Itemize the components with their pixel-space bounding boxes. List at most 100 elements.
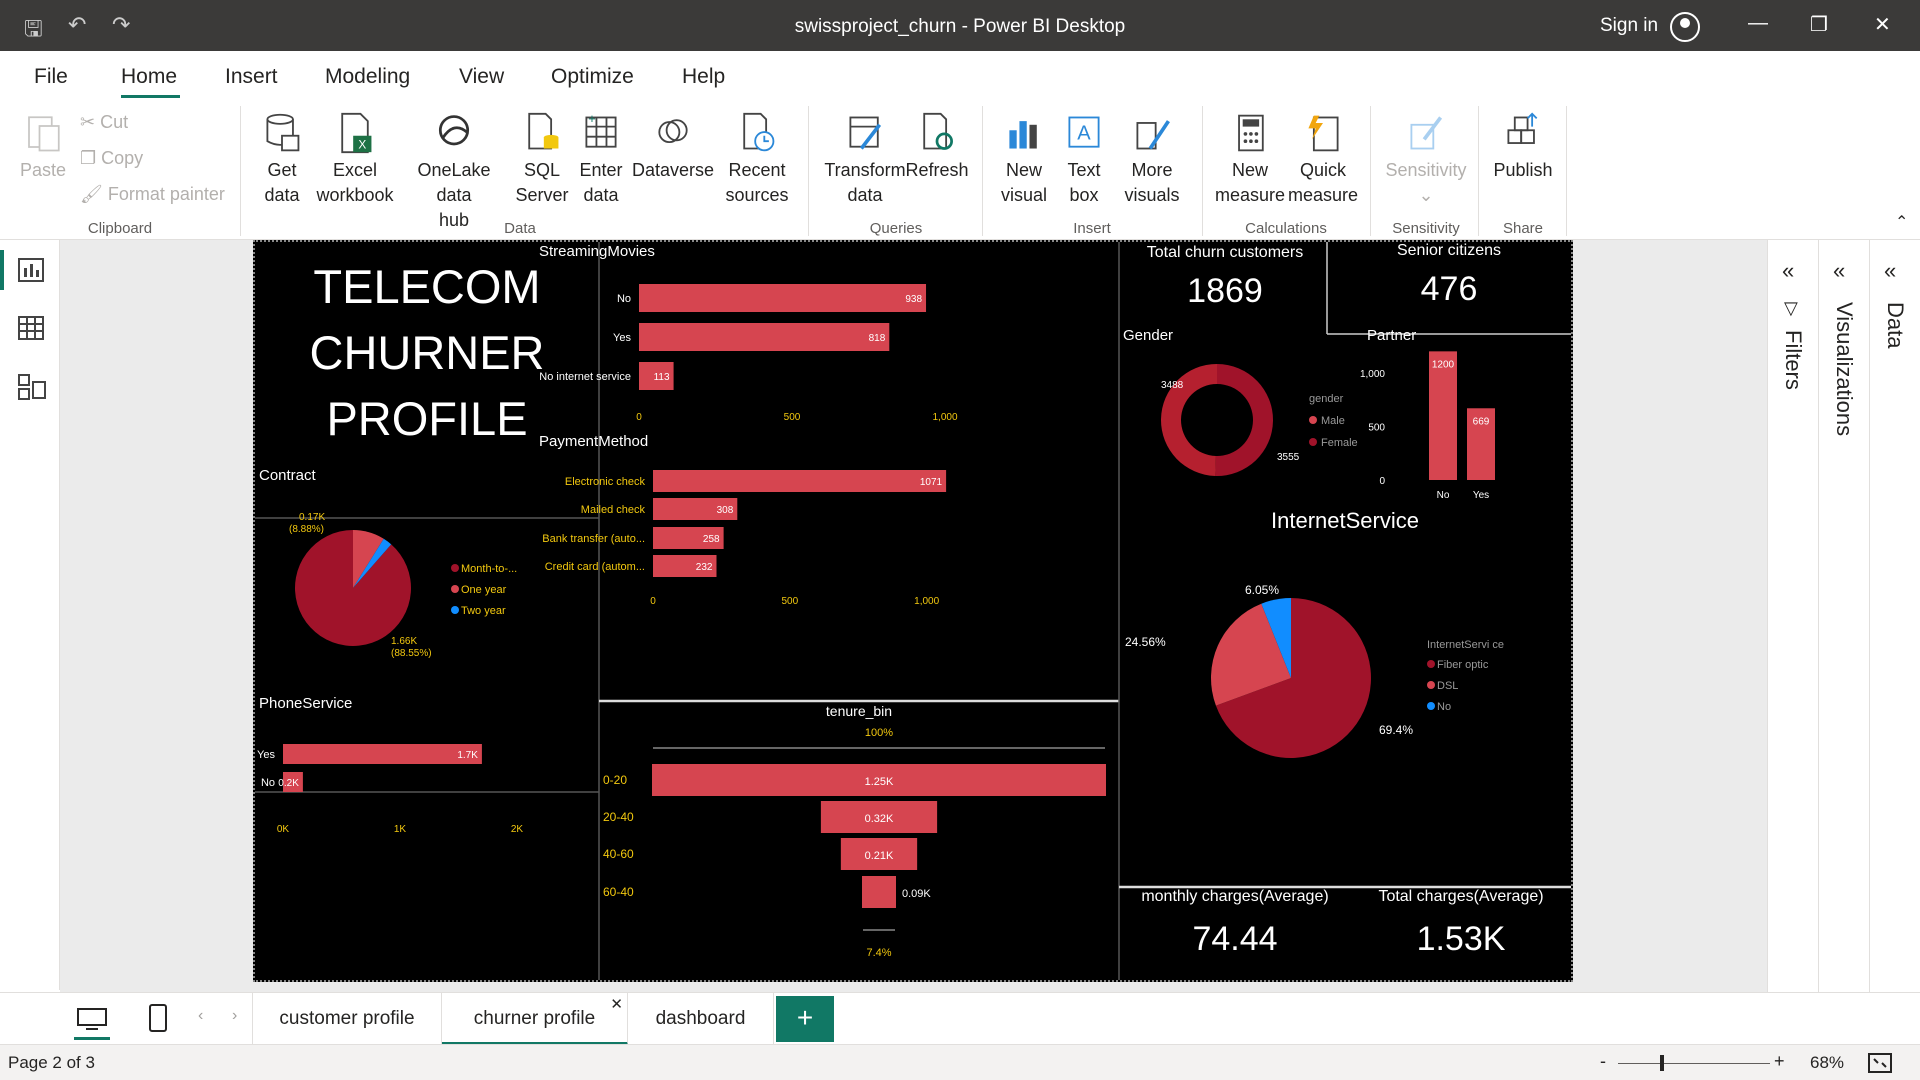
cut-button[interactable]: ✂ Cut <box>80 112 128 133</box>
active-menu-indicator <box>121 95 180 98</box>
recent-sources-button[interactable]: Recent sources <box>720 112 794 208</box>
filters-pane[interactable]: « ▽ Filters <box>1767 240 1818 992</box>
undo-icon[interactable]: ↶ <box>68 12 87 37</box>
redo-icon[interactable]: ↷ <box>112 12 131 37</box>
tick-label: 2K <box>511 824 524 835</box>
menu-modeling[interactable]: Modeling <box>325 65 411 88</box>
kpi-total-churn[interactable]: Total churn customers 1869 <box>1123 244 1327 311</box>
quick-measure-button[interactable]: Quick measure <box>1288 112 1358 208</box>
menu-help[interactable]: Help <box>682 65 726 88</box>
collapse-filters-icon[interactable]: « <box>1782 258 1795 283</box>
table-view-icon[interactable] <box>18 316 44 340</box>
brush-icon: 🖌 <box>80 184 103 204</box>
data-label: 0.21K <box>865 850 894 862</box>
avatar-icon[interactable] <box>1670 12 1700 42</box>
add-page-button[interactable]: + <box>776 996 834 1042</box>
prev-page-icon[interactable]: ‹ <box>198 1007 204 1024</box>
format-painter-button[interactable]: 🖌 Format painter <box>80 184 225 205</box>
more-visuals-label: More visuals <box>1124 160 1180 205</box>
legend-marker <box>1427 660 1435 668</box>
data-pane[interactable]: « Data <box>1869 240 1920 992</box>
copy-button[interactable]: ❐ Copy <box>80 148 143 169</box>
data-label: 1.7K <box>457 750 478 761</box>
tick-label: 0 <box>1379 476 1385 487</box>
menu-view[interactable]: View <box>459 65 505 88</box>
zoom-level: 68% <box>1810 1053 1845 1072</box>
bar <box>283 744 482 764</box>
model-view-icon[interactable] <box>18 374 46 400</box>
zoom-out-icon[interactable]: - <box>1600 1051 1606 1071</box>
right-panes: « ▽ Filters « Visualizations « Data <box>1767 240 1920 992</box>
category-label: Yes <box>1473 490 1489 501</box>
bar <box>283 772 303 792</box>
tab-dashboard[interactable]: dashboard <box>628 993 774 1045</box>
cut-label: Cut <box>100 112 129 132</box>
category-label: Electronic check <box>565 476 646 488</box>
data-label: 0.32K <box>865 813 894 825</box>
data-label: 818 <box>869 333 886 344</box>
title-line: CHURNER <box>309 326 545 379</box>
new-visual-button[interactable]: New visual <box>992 112 1056 208</box>
dataverse-button[interactable]: Dataverse <box>628 112 718 183</box>
sign-in-link[interactable]: Sign in <box>1600 15 1659 36</box>
menu-file[interactable]: File <box>34 65 68 88</box>
more-visuals-button[interactable]: More visuals <box>1116 112 1188 208</box>
save-icon[interactable]: 🖫 <box>24 16 43 41</box>
zoom-slider[interactable] <box>1618 1063 1770 1064</box>
menu-optimize[interactable]: Optimize <box>551 65 634 88</box>
menu-home[interactable]: Home <box>121 65 178 88</box>
new-visual-label: New visual <box>1000 160 1048 205</box>
publish-button[interactable]: Publish <box>1488 112 1558 183</box>
desktop-layout-icon[interactable] <box>76 1007 108 1031</box>
transform-data-button[interactable]: Transform data <box>820 112 910 208</box>
new-measure-button[interactable]: New measure <box>1212 112 1288 208</box>
more-visuals-icon <box>1136 120 1170 150</box>
next-page-icon[interactable]: › <box>232 1007 238 1024</box>
zoom-in-icon[interactable]: + <box>1774 1051 1785 1071</box>
database-icon <box>266 113 300 152</box>
legend-label: Female <box>1321 437 1358 449</box>
visualizations-pane[interactable]: « Visualizations <box>1818 240 1869 992</box>
group-share: Share <box>1502 220 1544 237</box>
refresh-button[interactable]: Refresh <box>904 112 970 183</box>
title-line: PROFILE <box>326 392 528 445</box>
enter-data-button[interactable]: + Enter data <box>574 112 628 208</box>
chart-title: InternetService <box>1271 508 1419 533</box>
collapse-ribbon-icon[interactable]: ⌃ <box>1895 214 1909 231</box>
tab-churner-profile[interactable]: churner profile ✕ <box>442 993 628 1045</box>
paste-icon <box>28 116 60 152</box>
text-box-button[interactable]: A Text box <box>1058 112 1110 208</box>
chart-layer: StreamingMovies No 938 Yes 818 No internet se… <box>257 243 1504 959</box>
tab-customer-profile[interactable]: customer profile <box>252 993 442 1045</box>
get-data-label: Get data <box>264 160 300 205</box>
data-label: 3555 <box>1277 452 1300 463</box>
sql-server-button[interactable]: SQL Server <box>510 112 574 208</box>
close-icon[interactable]: ✕ <box>1874 14 1891 36</box>
close-tab-icon[interactable]: ✕ <box>610 996 623 1013</box>
category-label: No <box>617 293 631 305</box>
onelake-button[interactable]: OneLake data hub <box>398 112 510 233</box>
get-data-button[interactable]: Get data <box>252 112 312 208</box>
collapse-data-icon[interactable]: « <box>1884 258 1897 283</box>
zoom-slider-thumb[interactable] <box>1660 1055 1664 1071</box>
collapse-visualizations-icon[interactable]: « <box>1833 258 1846 283</box>
fit-to-page-icon[interactable] <box>1868 1053 1892 1073</box>
mobile-layout-icon[interactable] <box>148 1003 168 1033</box>
kpi-senior-citizens[interactable]: Senior citizens 476 <box>1327 242 1571 309</box>
ribbon: Paste ✂ Cut ❐ Copy 🖌 Format painter Clip… <box>0 98 1920 240</box>
recent-sources-icon <box>743 112 775 152</box>
report-view-icon[interactable] <box>18 258 44 282</box>
excel-workbook-button[interactable]: X Excel workbook <box>312 112 398 208</box>
paste-button[interactable]: Paste <box>18 112 68 183</box>
sensitivity-button[interactable]: Sensitivity ⌄ <box>1378 112 1474 208</box>
minimize-icon[interactable]: — <box>1748 12 1768 34</box>
menu-insert[interactable]: Insert <box>225 65 278 88</box>
chevron-down-icon: ⌄ <box>1418 185 1434 205</box>
category-label: Mailed check <box>581 504 646 516</box>
kpi-total-charges[interactable]: Total charges(Average) 1.53K <box>1351 888 1571 959</box>
kpi-monthly-charges[interactable]: monthly charges(Average) 74.44 <box>1123 888 1347 959</box>
restore-icon[interactable]: ❐ <box>1810 14 1828 36</box>
data-label: 113 <box>654 372 670 383</box>
bar <box>1467 408 1495 480</box>
data-label: 1.66K <box>391 636 417 647</box>
